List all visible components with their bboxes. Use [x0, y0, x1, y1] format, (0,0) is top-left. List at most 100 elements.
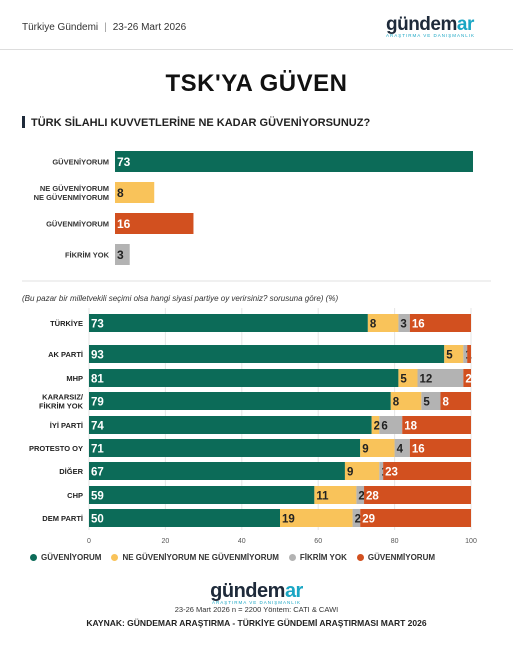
question-heading: TÜRK SİLAHLI KUVVETLERİNE NE KADAR GÜVEN…: [22, 116, 370, 129]
segment-value-label: 2: [374, 421, 380, 433]
gundemar-logo-bottom: gündemar ARAŞTIRMA VE DANIŞMANLIK: [0, 580, 513, 605]
segment-value-label: 73: [91, 319, 104, 331]
segment-value-label: 59: [91, 491, 104, 503]
legend-dot-icon: [356, 554, 364, 561]
page-title: TSK'YA GÜVEN: [165, 70, 348, 97]
stacked-segment: [379, 416, 403, 434]
bar-category-label: GÜVENMİYORUM: [46, 220, 109, 229]
stacked-segment: [367, 314, 399, 332]
stacked-segment: [398, 369, 418, 387]
segment-value-label: 8: [370, 319, 377, 331]
segment-value-label: 3: [400, 319, 406, 331]
legend-dot-icon: [111, 554, 119, 561]
segment-value-label: 5: [400, 374, 407, 386]
stacked-segment: [417, 369, 464, 387]
stacked-segment: [379, 462, 384, 480]
logo-bottom-word-accent: ar: [284, 580, 303, 602]
logo-bottom-word-main: gündem: [210, 580, 285, 602]
stacked-segment: [89, 462, 345, 480]
bar-value-label: 3: [117, 248, 124, 262]
segment-value-label: 19: [282, 514, 295, 526]
trust-bar: [115, 213, 194, 234]
segment-value-label: 5: [423, 397, 430, 409]
header-brand: Türkiye Gündemi: [22, 22, 99, 33]
logo-subtitle: ARAŞTIRMA VE DANIŞMANLIK: [385, 33, 475, 38]
stacked-segment: [314, 486, 357, 504]
row-category-label: TÜRKİYE: [50, 319, 83, 328]
stacked-segment: [390, 392, 422, 410]
stacked-segment: [463, 345, 468, 363]
stacked-segment: [89, 416, 372, 434]
survey-meta: 23-26 Mart 2026 n = 2200 Yöntem: CATI & …: [174, 605, 339, 614]
header-text: Türkiye Gündemi | 23-26 Mart 2026: [22, 22, 187, 33]
legend-label: GÜVENMİYORUM: [367, 553, 436, 562]
row-category-label: KARARSIZ/: [42, 393, 84, 402]
stacked-segment: [89, 392, 391, 410]
bar-value-label: 8: [117, 186, 124, 200]
row-category-label: DEM PARTİ: [42, 514, 83, 523]
bar-category-label: GÜVENİYORUM: [52, 158, 109, 167]
logo-bottom-subtitle: ARAŞTIRMA VE DANIŞMANLIK: [211, 600, 301, 605]
segment-value-label: 6: [381, 421, 387, 433]
stacked-segment: [402, 416, 471, 434]
segment-value-label: 79: [91, 397, 104, 409]
header-date: 23-26 Mart 2026: [112, 22, 187, 33]
stacked-segment: [364, 486, 471, 504]
legend-label: GÜVENİYORUM: [41, 553, 102, 562]
x-tick-label: 40: [238, 538, 246, 545]
stacked-segment: [440, 392, 471, 410]
legend-item: GÜVENİYORUM: [30, 553, 101, 562]
x-tick-label: 60: [314, 538, 322, 545]
segment-value-label: 2: [355, 514, 361, 526]
segment-value-label: 16: [412, 444, 425, 456]
question-text: TÜRK SİLAHLI KUVVETLERİNE NE KADAR GÜVEN…: [31, 117, 371, 129]
segment-value-label: 93: [91, 350, 104, 362]
stacked-segment: [409, 314, 471, 332]
segment-value-label: 74: [91, 421, 104, 433]
segment-value-label: 50: [91, 514, 104, 526]
segment-value-label: 67: [91, 467, 104, 479]
segment-value-label: 2: [465, 374, 471, 386]
legend-label: NE GÜVENİYORUM NE GÜVENMİYORUM: [122, 553, 279, 562]
bar-value-label: 73: [117, 155, 131, 169]
segment-value-label: 81: [91, 374, 104, 386]
stacked-segment: [421, 392, 441, 410]
legend-label: FİKRİM YOK: [299, 553, 347, 562]
segment-value-label: 2: [358, 491, 364, 503]
trust-bar: [115, 244, 130, 265]
segment-value-label: 5: [446, 350, 453, 362]
stacked-segment: [394, 439, 410, 457]
stacked-segment: [356, 486, 365, 504]
legend-item: GÜVENMİYORUM: [356, 553, 436, 562]
segment-value-label: 29: [362, 514, 375, 526]
legend-dot-icon: [30, 554, 37, 561]
segment-value-label: 8: [393, 397, 400, 409]
segment-value-label: 11: [316, 491, 329, 503]
stacked-segment: [360, 509, 471, 527]
stacked-segment: [444, 345, 464, 363]
x-tick-label: 20: [162, 538, 170, 545]
stacked-segment: [89, 314, 368, 332]
stacked-segment: [467, 345, 471, 363]
bar-category-label: NE GÜVENİYORUM: [40, 184, 109, 193]
x-tick-label: 100: [465, 538, 477, 545]
stacked-segment: [280, 509, 353, 527]
stacked-segment: [398, 314, 410, 332]
segment-value-label: 12: [420, 374, 433, 386]
x-tick-label: 0: [87, 538, 91, 545]
stacked-segment: [371, 416, 380, 434]
question-accent-bar: [22, 116, 25, 128]
logo-word-accent: ar: [456, 14, 474, 35]
segment-value-label: 18: [404, 421, 417, 433]
segment-value-label: 9: [347, 467, 353, 479]
stacked-segment: [89, 486, 315, 504]
segment-value-label: 4: [397, 444, 404, 456]
segment-value-label: 16: [412, 319, 425, 331]
header-divider: [0, 49, 513, 50]
legend-dot-icon: [288, 554, 296, 561]
bar-value-label: 16: [117, 217, 131, 231]
segment-value-label: 9: [362, 444, 368, 456]
stacked-segment: [383, 462, 471, 480]
stacked-segment: [89, 439, 361, 457]
row-category-label: DİĞER: [59, 467, 83, 476]
